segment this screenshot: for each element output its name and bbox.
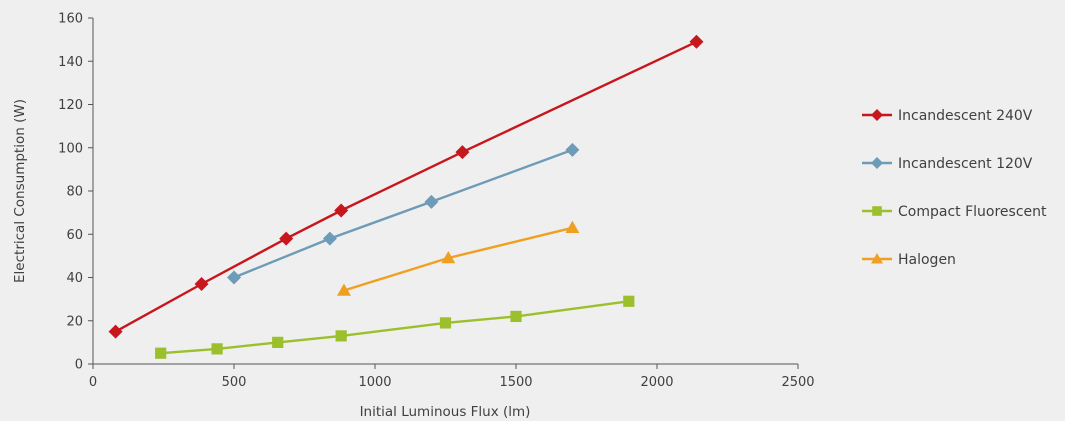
y-tick-label: 80 <box>66 185 83 200</box>
data-point-square <box>335 330 347 342</box>
y-ticks: 0 20 40 60 80 100 120 140 160 <box>58 12 93 373</box>
data-point-diamond <box>689 34 704 49</box>
legend-label: Compact Fluorescent <box>898 204 1047 220</box>
legend-item: Incandescent 240V <box>862 108 1033 124</box>
y-tick-label: 20 <box>66 314 83 329</box>
data-point-diamond <box>455 145 470 160</box>
x-tick-label: 2500 <box>781 375 814 390</box>
y-tick-label: 60 <box>66 228 83 243</box>
data-point-diamond <box>565 142 580 157</box>
y-tick-label: 140 <box>58 55 83 70</box>
y-tick-label: 100 <box>58 141 83 156</box>
data-point-square <box>623 295 635 307</box>
series-line <box>343 226 573 292</box>
data-point-diamond <box>871 109 883 121</box>
y-tick-label: 120 <box>58 98 83 113</box>
x-tick-label: 0 <box>89 375 97 390</box>
series-line <box>233 148 573 279</box>
x-ticks: 0 500 1000 1500 2000 2500 <box>89 364 815 390</box>
legend-item: Halogen <box>862 252 956 268</box>
data-point-triangle <box>565 220 580 234</box>
data-point-diamond <box>279 231 294 246</box>
y-tick-label: 160 <box>58 12 83 27</box>
series-layer <box>108 34 704 359</box>
axes <box>92 18 798 365</box>
y-tick-label: 40 <box>66 271 83 286</box>
x-tick-label: 2000 <box>640 375 673 390</box>
series-halogen <box>336 220 580 296</box>
legend-label: Incandescent 120V <box>898 156 1033 172</box>
y-tick-label: 0 <box>75 358 83 373</box>
series-incandescent-120v <box>227 142 580 285</box>
data-point-square <box>872 206 882 216</box>
legend-label: Incandescent 240V <box>898 108 1033 124</box>
data-point-square <box>510 310 522 323</box>
data-point-diamond <box>334 203 349 218</box>
x-axis-title: Initial Luminous Flux (lm) <box>360 404 531 420</box>
data-point-diamond <box>424 194 439 209</box>
data-point-triangle <box>871 253 883 264</box>
data-point-square <box>155 347 167 359</box>
data-point-diamond <box>322 231 337 246</box>
data-point-triangle <box>336 283 351 296</box>
series-incandescent-240v <box>108 34 704 339</box>
data-point-diamond <box>194 276 209 291</box>
legend-label: Halogen <box>898 252 956 268</box>
data-point-diamond <box>871 157 883 169</box>
data-point-square <box>439 317 452 329</box>
data-point-square <box>211 343 223 355</box>
x-tick-label: 1500 <box>499 375 532 390</box>
data-point-square <box>272 336 284 348</box>
series-line <box>115 40 698 333</box>
x-tick-label: 500 <box>222 375 247 390</box>
series-compact-fluorescent <box>155 295 635 359</box>
y-axis-title: Electrical Consumption (W) <box>12 99 28 283</box>
legend-item: Compact Fluorescent <box>862 204 1047 220</box>
legend-item: Incandescent 120V <box>862 156 1033 172</box>
series-line <box>160 300 629 355</box>
legend: Incandescent 240V Incandescent 120V Compac… <box>862 108 1047 268</box>
data-point-diamond <box>108 324 123 339</box>
data-point-diamond <box>227 270 241 285</box>
data-point-triangle <box>441 251 456 264</box>
x-tick-label: 1000 <box>358 375 391 390</box>
